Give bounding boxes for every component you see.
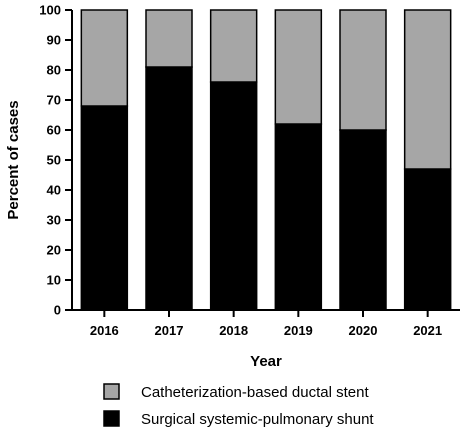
y-tick-label: 10	[47, 273, 61, 288]
legend-swatch-surgical-shunt	[103, 410, 120, 427]
y-tick-label: 60	[47, 123, 61, 138]
y-tick-label: 90	[47, 33, 61, 48]
bar-surgical-shunt-2020	[339, 129, 387, 311]
bar-surgical-shunt-2021	[403, 168, 452, 311]
x-tick-label-2020: 2020	[349, 323, 378, 338]
legend-swatch-ductal-stent	[103, 383, 120, 400]
bar-surgical-shunt-2017	[145, 66, 193, 311]
y-tick-label: 20	[47, 243, 61, 258]
bar-ductal-stent-2018	[209, 9, 258, 83]
plot-area	[80, 9, 452, 311]
y-tick-label: 0	[54, 303, 61, 318]
x-axis-title: Year	[250, 353, 282, 370]
y-tick-label: 50	[47, 153, 61, 168]
x-tick-label-2019: 2019	[284, 323, 313, 338]
x-tick-label-2017: 2017	[155, 323, 184, 338]
bar-surgical-shunt-2016	[80, 105, 129, 311]
bar-ductal-stent-2016	[80, 9, 129, 107]
y-tick-label: 70	[47, 93, 61, 108]
x-tick-label-2016: 2016	[90, 323, 119, 338]
y-tick-label: 30	[47, 213, 61, 228]
y-axis: 0 10 20 30 40 50 60 70 80 90 100	[39, 3, 73, 318]
bar-ductal-stent-2021	[403, 9, 452, 170]
bar-ductal-stent-2017	[145, 9, 193, 68]
legend-label-surgical-shunt: Surgical systemic-pulmonary shunt	[141, 411, 374, 428]
bar-surgical-shunt-2019	[274, 123, 323, 311]
legend: Catheterization-based ductal stent Surgi…	[103, 383, 374, 428]
bar-surgical-shunt-2018	[209, 81, 258, 311]
bar-ductal-stent-2019	[274, 9, 323, 125]
y-axis-title: Percent of cases	[5, 100, 22, 219]
x-tick-label-2018: 2018	[219, 323, 248, 338]
legend-label-ductal-stent: Catheterization-based ductal stent	[141, 384, 369, 401]
y-tick-label: 100	[39, 3, 61, 18]
y-tick-label: 80	[47, 63, 61, 78]
x-axis: 2016 2017 2018 2019 2020 2021	[72, 309, 460, 338]
x-tick-label-2021: 2021	[413, 323, 442, 338]
bar-ductal-stent-2020	[339, 9, 387, 131]
y-tick-label: 40	[47, 183, 61, 198]
